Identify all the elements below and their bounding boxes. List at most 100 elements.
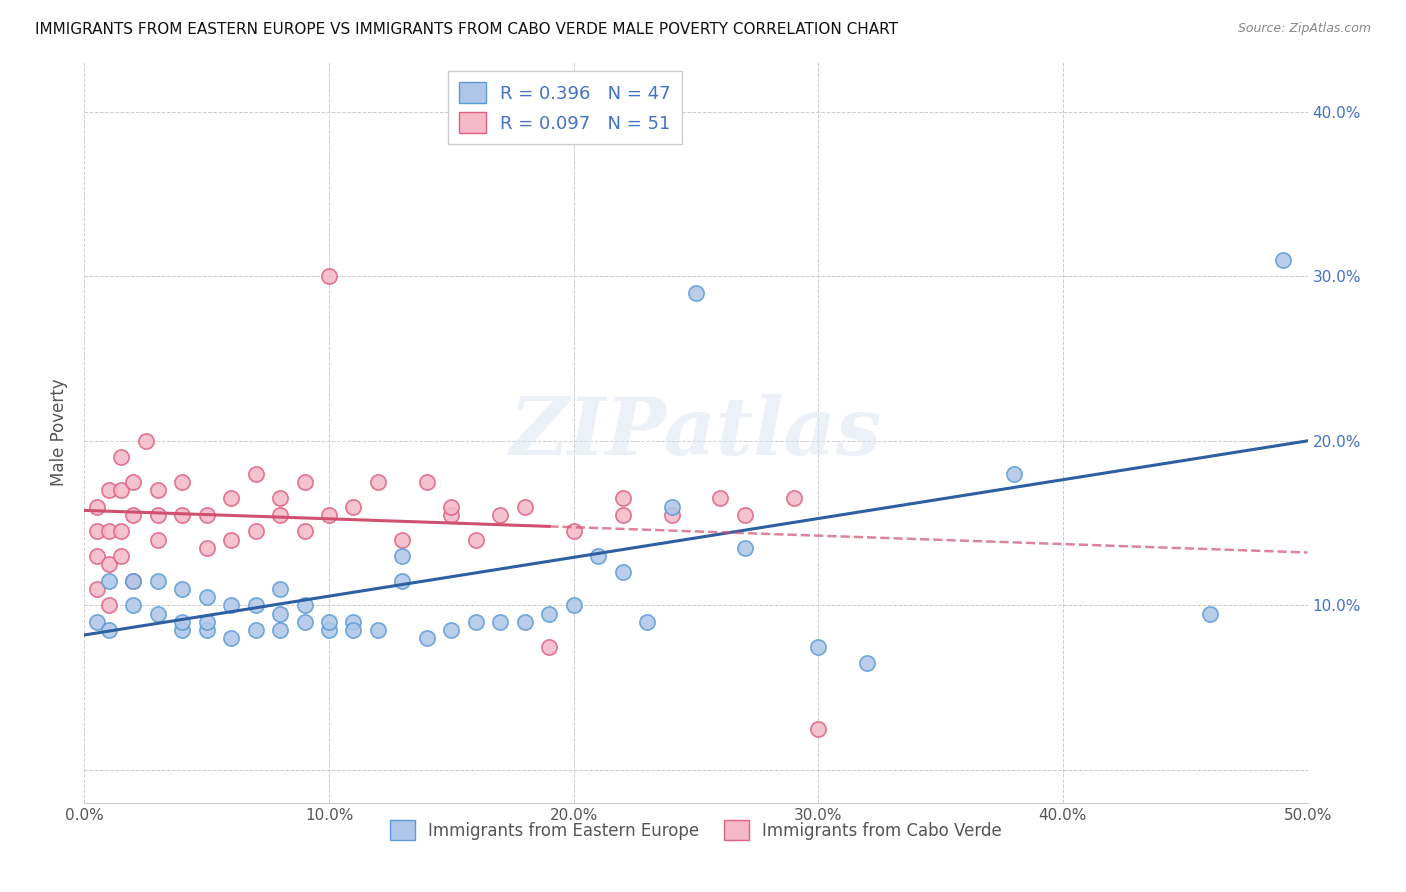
Point — [342, 615, 364, 629]
Point — [367, 475, 389, 489]
Point — [195, 590, 218, 604]
Point — [489, 615, 512, 629]
Point — [135, 434, 157, 448]
Point — [661, 508, 683, 522]
Text: Source: ZipAtlas.com: Source: ZipAtlas.com — [1237, 22, 1371, 36]
Point — [856, 656, 879, 670]
Point — [86, 500, 108, 514]
Point — [1272, 252, 1295, 267]
Point — [122, 574, 145, 588]
Point — [195, 508, 218, 522]
Point — [562, 599, 585, 613]
Point — [807, 640, 830, 654]
Point — [146, 574, 169, 588]
Point — [97, 558, 120, 572]
Point — [513, 500, 536, 514]
Point — [709, 491, 731, 506]
Point — [294, 615, 316, 629]
Point — [97, 623, 120, 637]
Point — [612, 566, 634, 580]
Point — [110, 483, 132, 498]
Point — [342, 623, 364, 637]
Point — [318, 269, 340, 284]
Point — [122, 599, 145, 613]
Point — [122, 508, 145, 522]
Point — [562, 524, 585, 539]
Point — [586, 549, 609, 563]
Point — [195, 623, 218, 637]
Point — [513, 615, 536, 629]
Point — [612, 508, 634, 522]
Point — [1002, 467, 1025, 481]
Point — [269, 623, 291, 637]
Point — [172, 582, 194, 596]
Point — [391, 549, 413, 563]
Point — [110, 549, 132, 563]
Point — [245, 524, 267, 539]
Point — [1198, 607, 1220, 621]
Point — [245, 467, 267, 481]
Point — [318, 508, 340, 522]
Point — [122, 475, 145, 489]
Point — [416, 475, 439, 489]
Point — [172, 615, 194, 629]
Point — [489, 508, 512, 522]
Point — [636, 615, 658, 629]
Point — [146, 607, 169, 621]
Point — [807, 722, 830, 736]
Point — [269, 508, 291, 522]
Point — [245, 599, 267, 613]
Point — [367, 623, 389, 637]
Point — [146, 508, 169, 522]
Point — [734, 541, 756, 555]
Point — [146, 483, 169, 498]
Point — [86, 615, 108, 629]
Point — [464, 533, 486, 547]
Point — [538, 607, 561, 621]
Point — [391, 533, 413, 547]
Point — [172, 475, 194, 489]
Point — [391, 574, 413, 588]
Point — [146, 533, 169, 547]
Point — [612, 491, 634, 506]
Point — [97, 574, 120, 588]
Point — [294, 475, 316, 489]
Point — [172, 508, 194, 522]
Point — [661, 500, 683, 514]
Point — [86, 582, 108, 596]
Text: IMMIGRANTS FROM EASTERN EUROPE VS IMMIGRANTS FROM CABO VERDE MALE POVERTY CORREL: IMMIGRANTS FROM EASTERN EUROPE VS IMMIGR… — [35, 22, 898, 37]
Point — [440, 500, 463, 514]
Point — [294, 524, 316, 539]
Point — [416, 632, 439, 646]
Y-axis label: Male Poverty: Male Poverty — [51, 379, 69, 486]
Point — [318, 623, 340, 637]
Point — [219, 599, 242, 613]
Point — [783, 491, 806, 506]
Point — [97, 599, 120, 613]
Point — [269, 582, 291, 596]
Point — [122, 574, 145, 588]
Point — [440, 623, 463, 637]
Point — [172, 623, 194, 637]
Point — [269, 491, 291, 506]
Point — [195, 615, 218, 629]
Legend: Immigrants from Eastern Europe, Immigrants from Cabo Verde: Immigrants from Eastern Europe, Immigran… — [382, 814, 1010, 847]
Point — [269, 607, 291, 621]
Point — [97, 483, 120, 498]
Point — [318, 615, 340, 629]
Point — [294, 599, 316, 613]
Point — [440, 508, 463, 522]
Point — [734, 508, 756, 522]
Text: ZIPatlas: ZIPatlas — [510, 394, 882, 471]
Point — [219, 632, 242, 646]
Point — [195, 541, 218, 555]
Point — [86, 549, 108, 563]
Point — [219, 491, 242, 506]
Point — [86, 524, 108, 539]
Point — [685, 285, 707, 300]
Point — [110, 450, 132, 465]
Point — [245, 623, 267, 637]
Point — [219, 533, 242, 547]
Point — [342, 500, 364, 514]
Point — [464, 615, 486, 629]
